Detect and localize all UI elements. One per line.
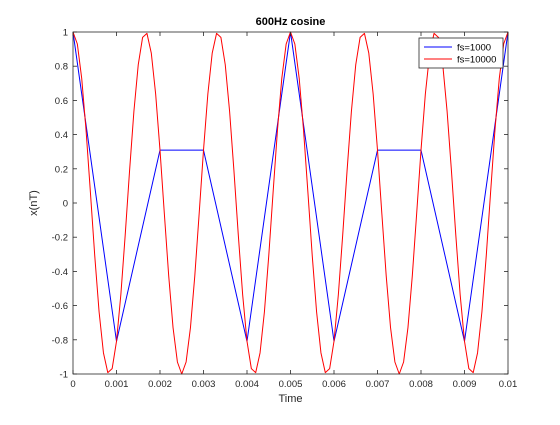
x-tick-label: 0: [70, 379, 75, 390]
legend[interactable]: fs=1000 fs=10000: [418, 37, 504, 69]
x-tick-label: 0.006: [322, 379, 346, 390]
y-tick-label: 0.2: [55, 164, 68, 175]
y-tick-label: 0: [63, 199, 68, 210]
legend-box: [418, 37, 504, 69]
x-axis-label: Time: [278, 393, 302, 405]
x-tick-label: 0.01: [499, 379, 518, 390]
legend-label-fs10000: fs=10000: [457, 55, 496, 66]
y-tick-label: 0.8: [55, 62, 68, 73]
x-tick-label: 0.004: [235, 379, 259, 390]
y-tick-label: -0.8: [52, 335, 68, 346]
legend-label-fs1000: fs=1000: [457, 43, 491, 54]
y-tick-label: -0.4: [52, 267, 68, 278]
chart-title: 600Hz cosine: [256, 16, 326, 28]
x-tick-label: 0.008: [409, 379, 433, 390]
x-tick-label: 0.007: [366, 379, 390, 390]
y-tick-label: -1: [60, 370, 68, 381]
y-tick-label: 0.6: [55, 96, 68, 107]
y-tick-label: -0.6: [52, 301, 68, 312]
y-axis-label: x(nT): [28, 190, 40, 216]
y-tick-label: 0.4: [55, 130, 68, 141]
x-tick-label: 0.001: [105, 379, 129, 390]
x-tick-label: 0.009: [453, 379, 477, 390]
y-tick-label: 1: [63, 28, 68, 39]
x-tick-label: 0.005: [279, 379, 303, 390]
x-tick-label: 0.002: [148, 379, 172, 390]
y-ticks: -1 -0.8 -0.6 -0.4 -0.2 0 0.2 0.4 0.6 0.8 1: [52, 28, 508, 381]
y-tick-label: -0.2: [52, 233, 68, 244]
x-tick-label: 0.003: [192, 379, 216, 390]
x-ticks: 0 0.001 0.002 0.003 0.004 0.005 0.006 0.007 0.00…: [70, 32, 517, 390]
plot-area: [73, 32, 508, 374]
